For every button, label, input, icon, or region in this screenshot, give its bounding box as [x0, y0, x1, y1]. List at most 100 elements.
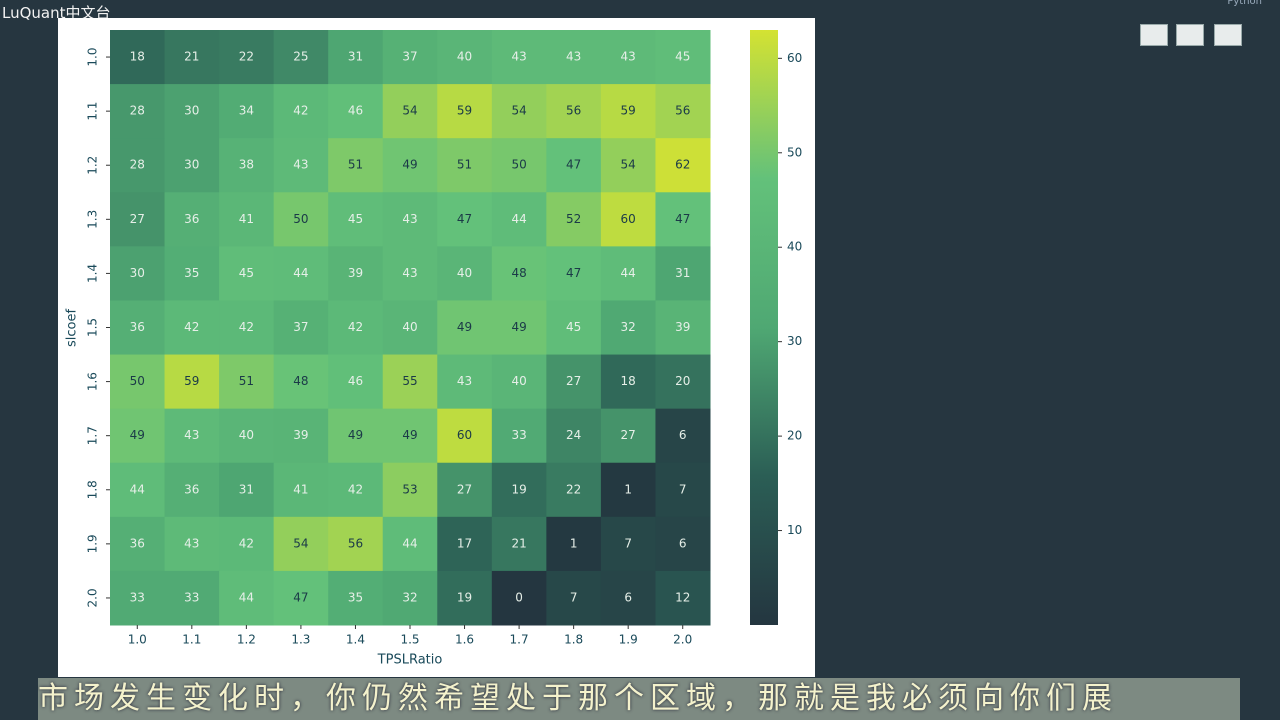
heatmap-cell	[600, 354, 656, 410]
cell-label: 36	[130, 536, 145, 550]
heatmap-cell	[600, 300, 656, 356]
heatmap-cell	[164, 192, 220, 247]
heatmap-cell	[655, 84, 711, 139]
heatmap-cell	[491, 462, 547, 518]
cell-label: 43	[566, 50, 581, 64]
heatmap-cell	[219, 516, 275, 572]
cell-label: 6	[679, 536, 687, 550]
cell-label: 36	[184, 482, 199, 496]
heatmap-cell	[655, 138, 711, 193]
heatmap-cell	[546, 570, 602, 626]
heatmap-cell	[655, 354, 711, 410]
y-tick-label: 1.6	[86, 372, 100, 391]
cell-label: 43	[402, 212, 417, 226]
x-tick-label: 2.0	[673, 633, 692, 647]
cell-label: 31	[348, 50, 363, 64]
toolbar-button[interactable]	[1214, 24, 1242, 46]
toolbar-button[interactable]	[1176, 24, 1204, 46]
cell-label: 60	[457, 428, 472, 442]
app-label: Python	[1227, 0, 1262, 7]
cell-label: 47	[566, 266, 581, 280]
heatmap-cell	[491, 516, 547, 572]
heatmap-cell	[382, 138, 438, 193]
heatmap-cell	[110, 570, 166, 626]
cell-label: 49	[130, 428, 145, 442]
cell-label: 21	[511, 536, 526, 550]
cell-label: 51	[348, 158, 363, 172]
x-tick-label: 1.7	[510, 633, 529, 647]
y-axis-label: slcoef	[65, 309, 80, 347]
heatmap-cell	[382, 570, 438, 626]
cell-label: 59	[621, 104, 636, 118]
cell-label: 59	[184, 374, 199, 388]
colorbar-tick-label: 30	[787, 334, 802, 348]
heatmap-cell	[328, 408, 384, 464]
heatmap-cell	[546, 516, 602, 572]
heatmap-cell	[655, 570, 711, 626]
heatmap-cell	[437, 246, 493, 301]
heatmap-cell	[382, 30, 438, 85]
y-tick-label: 1.0	[86, 47, 100, 66]
heatmap-cell	[382, 408, 438, 464]
heatmap-cell	[219, 408, 275, 464]
cell-label: 40	[511, 374, 526, 388]
cell-label: 54	[293, 536, 308, 550]
cell-label: 18	[621, 374, 636, 388]
heatmap-cell	[600, 462, 656, 518]
cell-label: 45	[566, 320, 581, 334]
heatmap-cell	[273, 408, 329, 464]
cell-label: 62	[675, 158, 690, 172]
heatmap-cell	[600, 84, 656, 139]
heatmap-cell	[546, 84, 602, 139]
cell-label: 35	[184, 266, 199, 280]
cell-label: 27	[621, 428, 636, 442]
cell-label: 27	[130, 212, 145, 226]
cell-label: 43	[621, 50, 636, 64]
colorbar-tick-label: 50	[787, 145, 802, 159]
y-tick-label: 1.7	[86, 426, 100, 445]
x-tick-label: 1.2	[237, 633, 256, 647]
heatmap-cell	[491, 300, 547, 356]
x-tick-label: 1.4	[346, 633, 365, 647]
cell-label: 44	[130, 482, 145, 496]
heatmap-cell	[219, 30, 275, 85]
heatmap-cell	[110, 138, 166, 193]
heatmap-cell	[273, 570, 329, 626]
x-axis-label: TPSLRatio	[377, 653, 443, 668]
heatmap-cell	[546, 138, 602, 193]
x-tick-label: 1.0	[128, 633, 147, 647]
heatmap-cell	[328, 138, 384, 193]
y-tick-label: 1.4	[86, 264, 100, 283]
cell-label: 40	[457, 50, 472, 64]
toolbar-button[interactable]	[1140, 24, 1168, 46]
heatmap-cell	[546, 192, 602, 247]
heatmap-cell	[655, 246, 711, 301]
cell-label: 44	[511, 212, 526, 226]
cell-label: 46	[348, 104, 363, 118]
x-tick-label: 1.9	[619, 633, 638, 647]
y-tick-label: 1.1	[86, 102, 100, 121]
cell-label: 43	[402, 266, 417, 280]
cell-label: 28	[130, 104, 145, 118]
cell-label: 36	[184, 212, 199, 226]
heatmap-cell	[164, 246, 220, 301]
heatmap-cell	[382, 462, 438, 518]
cell-label: 20	[675, 374, 690, 388]
heatmap-cell	[600, 138, 656, 193]
heatmap-cell	[110, 192, 166, 247]
cell-label: 42	[239, 320, 254, 334]
x-tick-label: 1.3	[291, 633, 310, 647]
y-tick-label: 1.5	[86, 318, 100, 337]
cell-label: 22	[566, 482, 581, 496]
heatmap-cell	[491, 354, 547, 410]
heatmap-cell	[382, 84, 438, 139]
heatmap-cell	[437, 516, 493, 572]
cell-label: 7	[570, 590, 578, 604]
heatmap-cell	[437, 570, 493, 626]
cell-label: 42	[239, 536, 254, 550]
heatmap-cell	[110, 462, 166, 518]
heatmap-cell	[491, 246, 547, 301]
heatmap-cell	[219, 300, 275, 356]
heatmap-cell	[437, 408, 493, 464]
heatmap-cell	[655, 192, 711, 247]
